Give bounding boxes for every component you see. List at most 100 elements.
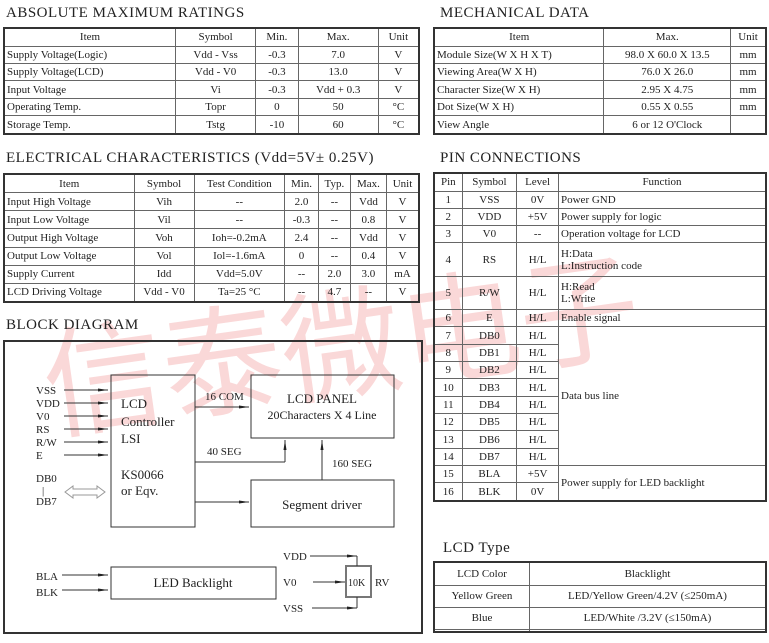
table-cell: mm bbox=[730, 80, 767, 99]
electrical-table: Item Symbol Test Condition Min. Typ. Max. Unit… bbox=[3, 173, 420, 303]
table-cell: 3.0 bbox=[349, 264, 388, 284]
table-cell: Operating Temp. bbox=[3, 97, 176, 117]
diagram-label: V0 bbox=[36, 411, 50, 423]
table-cell: 50 bbox=[297, 97, 379, 117]
table-row: Supply Current Idd Vdd=5.0V -- 2.0 3.0 mA bbox=[3, 264, 420, 284]
table-cell: 11 bbox=[433, 395, 463, 415]
diagram-label: RS bbox=[36, 424, 49, 436]
diagram-label: E bbox=[36, 450, 43, 462]
table-cell: H/L bbox=[516, 447, 559, 467]
table-cell: mA bbox=[386, 264, 420, 284]
table-cell: VDD bbox=[461, 207, 518, 227]
table-row: Input Voltage Vi -0.3 Vdd + 0.3 V bbox=[3, 80, 420, 99]
table-cell: Vdd - V0 bbox=[133, 282, 195, 303]
lcd-type-table: LCD Color Blacklight Yellow Green LED/Yello… bbox=[433, 561, 767, 633]
table-row: 1 VSS 0V Power GND bbox=[433, 190, 767, 209]
col-header: Max. bbox=[297, 27, 379, 47]
table-row: 7 DB0 H/L Data bus line bbox=[433, 326, 767, 467]
table-cell: 2.4 bbox=[284, 228, 319, 248]
table-cell: Ta=25 °C bbox=[193, 282, 286, 303]
table-cell: Blue bbox=[433, 606, 530, 630]
col-header: LCD Color bbox=[433, 561, 530, 586]
table-cell: Enable signal bbox=[558, 309, 767, 328]
table-cell: BLK bbox=[461, 482, 518, 502]
diagram-label: BLA bbox=[36, 571, 58, 583]
diagram-label: Segment driver bbox=[282, 497, 362, 512]
table-row: 3 V0 -- Operation voltage for LCD bbox=[433, 225, 767, 244]
diagram-label: 40 SEG bbox=[207, 446, 242, 458]
pin-table: Pin Symbol Level Function 1 VSS 0V Power GND 2 VD… bbox=[433, 172, 767, 502]
bus-arrow-icon bbox=[64, 485, 106, 499]
table-cell: V bbox=[377, 80, 420, 99]
table-cell: V bbox=[386, 282, 420, 303]
table-row: Output Low Voltage Vol Iol=-1.6mA 0 -- 0.4 V bbox=[3, 246, 420, 266]
diagram-label: 160 SEG bbox=[332, 458, 372, 470]
table-cell: RS bbox=[461, 242, 518, 277]
table-row: View Angle 6 or 12 O'Clock bbox=[433, 115, 767, 135]
abs-title: ABSOLUTE MAXIMUM RATINGS bbox=[6, 5, 245, 21]
col-header: Unit bbox=[377, 27, 420, 47]
diagram-label: 16 COM bbox=[205, 391, 244, 403]
diagram-label: LED Backlight bbox=[153, 575, 232, 590]
diagram-label: 10K bbox=[348, 578, 366, 589]
table-row: Dot Size(W X H) 0.55 X 0.55 mm bbox=[433, 97, 767, 117]
table-cell: 0 bbox=[255, 97, 299, 117]
table-cell: Vdd=5.0V bbox=[193, 264, 286, 284]
table-row: 15 BLA +5V Power supply for LED backlight bbox=[433, 465, 767, 502]
table-cell: H:Data L:Instruction code bbox=[558, 242, 767, 277]
table-cell: BLA bbox=[461, 465, 518, 484]
absolute-ratings-table: Item Symbol Min. Max. Unit Supply Voltage(Log… bbox=[3, 27, 420, 135]
table-cell: R/W bbox=[461, 275, 518, 311]
table-cell: Dot Size(W X H) bbox=[433, 97, 605, 117]
table-row bbox=[433, 628, 767, 633]
diagram-label: R/W bbox=[36, 437, 57, 449]
table-row: 4 RS H/L H:Data L:Instruction code bbox=[433, 242, 767, 277]
lcdtype-title: LCD Type bbox=[443, 540, 511, 556]
table-cell: 1 bbox=[433, 190, 463, 209]
databus-cell: Data bus line bbox=[558, 326, 767, 467]
table-row: Character Size(W X H) 2.95 X 4.75 mm bbox=[433, 80, 767, 99]
table-cell: -0.3 bbox=[284, 210, 319, 230]
table-cell: Yellow Green bbox=[433, 584, 530, 608]
table-cell: Power supply for logic bbox=[558, 207, 767, 227]
diagram-label: VSS bbox=[36, 385, 56, 397]
diagram-label: KS0066 bbox=[121, 467, 164, 482]
col-header: Test Condition bbox=[193, 173, 286, 194]
header-row: Item Symbol Min. Max. Unit bbox=[3, 27, 420, 47]
block-title: BLOCK DIAGRAM bbox=[6, 317, 139, 333]
table-cell: -- bbox=[516, 225, 559, 244]
table-cell: 3 bbox=[433, 225, 463, 244]
table-row: Module Size(W X H X T) 98.0 X 60.0 X 13.5… bbox=[433, 45, 767, 65]
table-cell: Operation voltage for LCD bbox=[558, 225, 767, 244]
elec-title: ELECTRICAL CHARACTERISTICS (Vdd=5V± 0.25… bbox=[6, 150, 374, 166]
table-cell: 60 bbox=[297, 115, 379, 135]
table-cell: +5V bbox=[516, 465, 559, 484]
table-cell: Tstg bbox=[174, 115, 257, 135]
table-cell: H/L bbox=[516, 343, 559, 363]
table-cell: Iol=-1.6mA bbox=[193, 246, 286, 266]
table-row: 10 DB3 H/L bbox=[433, 378, 766, 397]
table-cell: Output Low Voltage bbox=[3, 246, 135, 266]
diagram-label: Controller bbox=[121, 414, 175, 429]
table-row: Supply Voltage(Logic) Vdd - Vss -0.3 7.0 V bbox=[3, 45, 420, 65]
table-cell: DB7 bbox=[461, 447, 518, 467]
table-cell bbox=[528, 628, 767, 633]
table-cell: -10 bbox=[255, 115, 299, 135]
col-header: Unit bbox=[386, 173, 420, 194]
table-cell: Vdd - Vss bbox=[174, 45, 257, 65]
table-row: Input High Voltage Vih -- 2.0 -- Vdd V bbox=[3, 192, 420, 212]
table-cell bbox=[730, 115, 767, 135]
table-cell: °C bbox=[377, 97, 420, 117]
col-header: Pin bbox=[433, 172, 463, 192]
table-cell: LCD Driving Voltage bbox=[3, 282, 135, 303]
col-header: Symbol bbox=[133, 173, 195, 194]
table-cell: 0.55 X 0.55 bbox=[603, 97, 732, 117]
table-row: 5 R/W H/L H:Read L:Write bbox=[433, 275, 767, 311]
table-cell: Storage Temp. bbox=[3, 115, 176, 135]
table-cell: DB3 bbox=[461, 378, 518, 397]
table-cell bbox=[433, 628, 530, 633]
diagram-label: 20Characters X 4 Line bbox=[268, 408, 377, 422]
table-cell: Supply Current bbox=[3, 264, 135, 284]
table-row: 12 DB5 H/L bbox=[433, 413, 766, 432]
